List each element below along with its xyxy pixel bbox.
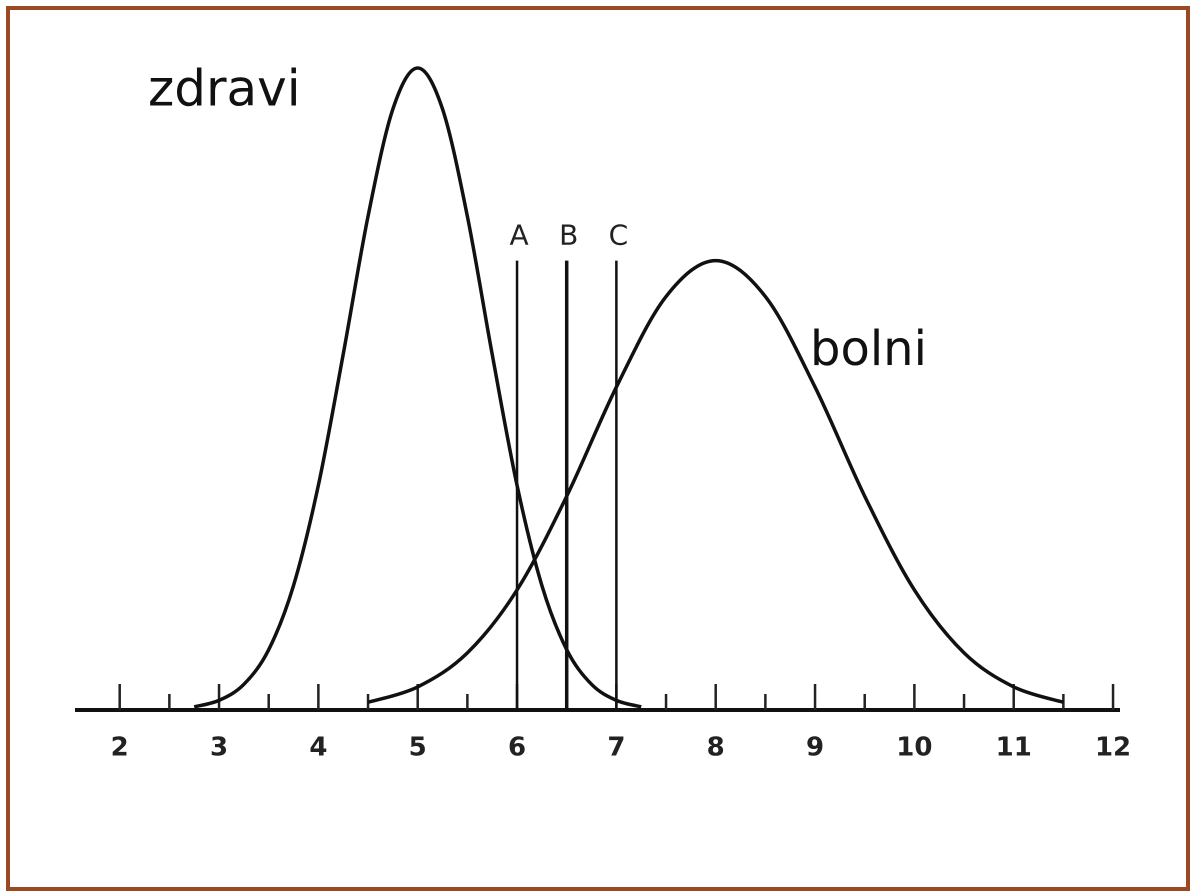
cutoff-label: C — [609, 219, 629, 252]
frame — [6, 6, 1190, 891]
cutoff-label: A — [509, 219, 528, 252]
x-tick-label: 5 — [409, 733, 427, 763]
x-tick-label: 11 — [996, 733, 1032, 763]
x-tick-label: 8 — [707, 733, 725, 763]
x-tick-label: 3 — [210, 733, 228, 763]
curve — [367, 258, 1064, 704]
x-tick-label: 7 — [607, 733, 625, 763]
curve — [193, 66, 642, 709]
x-tick-label: 4 — [309, 733, 327, 763]
series-label: bolni — [810, 321, 927, 377]
cutoff-label: B — [559, 219, 578, 252]
x-tick-label: 12 — [1095, 733, 1131, 763]
series-label: zdravi — [148, 60, 301, 118]
x-tick-label: 10 — [896, 733, 932, 763]
x-tick-label: 9 — [806, 733, 824, 763]
x-tick-label: 2 — [111, 733, 129, 763]
x-tick-label: 6 — [508, 733, 526, 763]
